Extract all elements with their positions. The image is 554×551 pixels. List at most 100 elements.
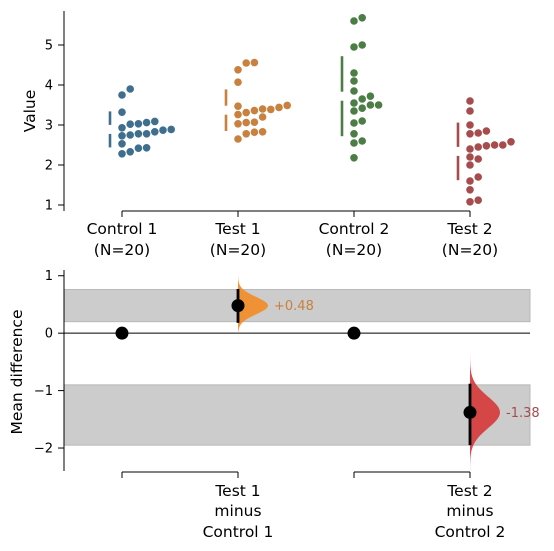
diff-category-labels: Test 1 minus Control 1 Test 2 minus Cont… [121,471,506,541]
data-point [234,78,242,86]
data-point [126,131,134,139]
raw-y-axis-label: Value [21,90,39,133]
category-label-test-1: Test 1 [214,220,260,238]
data-point [134,120,143,128]
category-label-control-2: Control 2 [319,220,390,238]
data-point [474,196,483,204]
data-point [466,107,474,115]
ci-bands [63,289,531,446]
raw-y-tick-label: 4 [45,79,53,94]
diff-y-ticks: 1 0 −1 −2 [34,269,64,457]
data-point [242,130,250,138]
diff-y-tick-label: −2 [34,442,53,457]
ci-band [63,289,531,323]
data-point [151,128,159,136]
data-point [142,130,151,138]
raw-y-tick-label: 1 [45,199,53,214]
data-point [142,144,151,152]
category-n-control-2: (N=20) [326,241,382,259]
raw-y-ticks: 1 2 3 4 5 [45,39,64,214]
diff-marks: +0.48 -1.38 [115,271,540,476]
raw-category-labels: Control 1 (N=20) Test 1 (N=20) Control 2… [87,211,498,259]
data-point [234,66,242,74]
diff-y-tick-label: −1 [34,384,53,399]
data-point [350,43,358,51]
data-point [350,77,358,85]
data-point [350,139,358,147]
data-point [126,148,134,156]
data-point [466,177,474,185]
data-point [134,144,143,152]
data-point [126,85,134,93]
data-point [118,108,126,116]
data-point [350,119,358,127]
data-point [283,101,292,110]
data-point [118,150,126,158]
data-point [466,198,474,206]
data-point [267,105,275,114]
data-point [350,130,358,138]
diff-y-axis-label: Mean difference [8,310,26,435]
bootstrap-distribution [238,271,268,341]
data-point [234,102,242,110]
category-n-test-1: (N=20) [210,241,266,259]
data-point [466,121,474,129]
data-point [258,113,267,121]
data-point [366,92,375,100]
data-point [358,137,367,145]
raw-sd-bars [108,56,460,181]
data-point [490,141,499,149]
data-point [250,128,259,136]
diff-y-tick-label: 0 [45,327,53,342]
category-label-control-1: Control 1 [87,220,158,238]
ci-band [63,384,531,446]
data-point [350,154,358,162]
data-point [258,128,267,136]
data-point [234,120,242,128]
diff-label-1-line1: Test 1 [214,482,260,500]
data-point [374,101,383,109]
bootstrap-distribution [470,349,500,476]
data-point [507,138,515,146]
data-point [466,186,474,194]
control-reference-dot [115,326,129,340]
data-point [142,118,151,127]
data-point [350,69,358,77]
data-point [482,142,491,150]
data-point [118,132,126,140]
delta-label: -1.38 [506,406,540,421]
data-point [250,106,259,115]
data-point [234,110,242,119]
data-point [466,97,474,105]
data-point [499,141,507,149]
data-point [466,161,474,169]
data-point [350,99,358,107]
data-point [118,140,126,148]
data-point [134,130,143,138]
data-point [350,17,358,25]
diff-label-2-line2: minus [446,502,493,520]
raw-y-tick-label: 5 [45,39,53,54]
data-point [258,105,267,113]
category-n-control-1: (N=20) [94,241,150,259]
data-point [250,118,259,126]
data-point [159,126,167,134]
mean-difference-dot [231,299,245,313]
data-point [366,101,375,109]
data-point [234,135,242,143]
data-point [466,153,474,161]
diff-label-1-line2: minus [214,502,261,520]
data-point [358,13,367,22]
data-point [474,173,483,181]
data-point [242,108,250,117]
data-point [151,117,159,126]
data-point [167,125,175,134]
raw-y-tick-label: 2 [45,159,53,174]
diff-label-2-line3: Control 2 [435,523,506,541]
data-point [466,130,474,138]
raw-y-tick-label: 3 [45,119,53,134]
diff-label-2-line1: Test 2 [446,482,492,500]
data-point [474,143,483,151]
data-point [474,129,483,137]
